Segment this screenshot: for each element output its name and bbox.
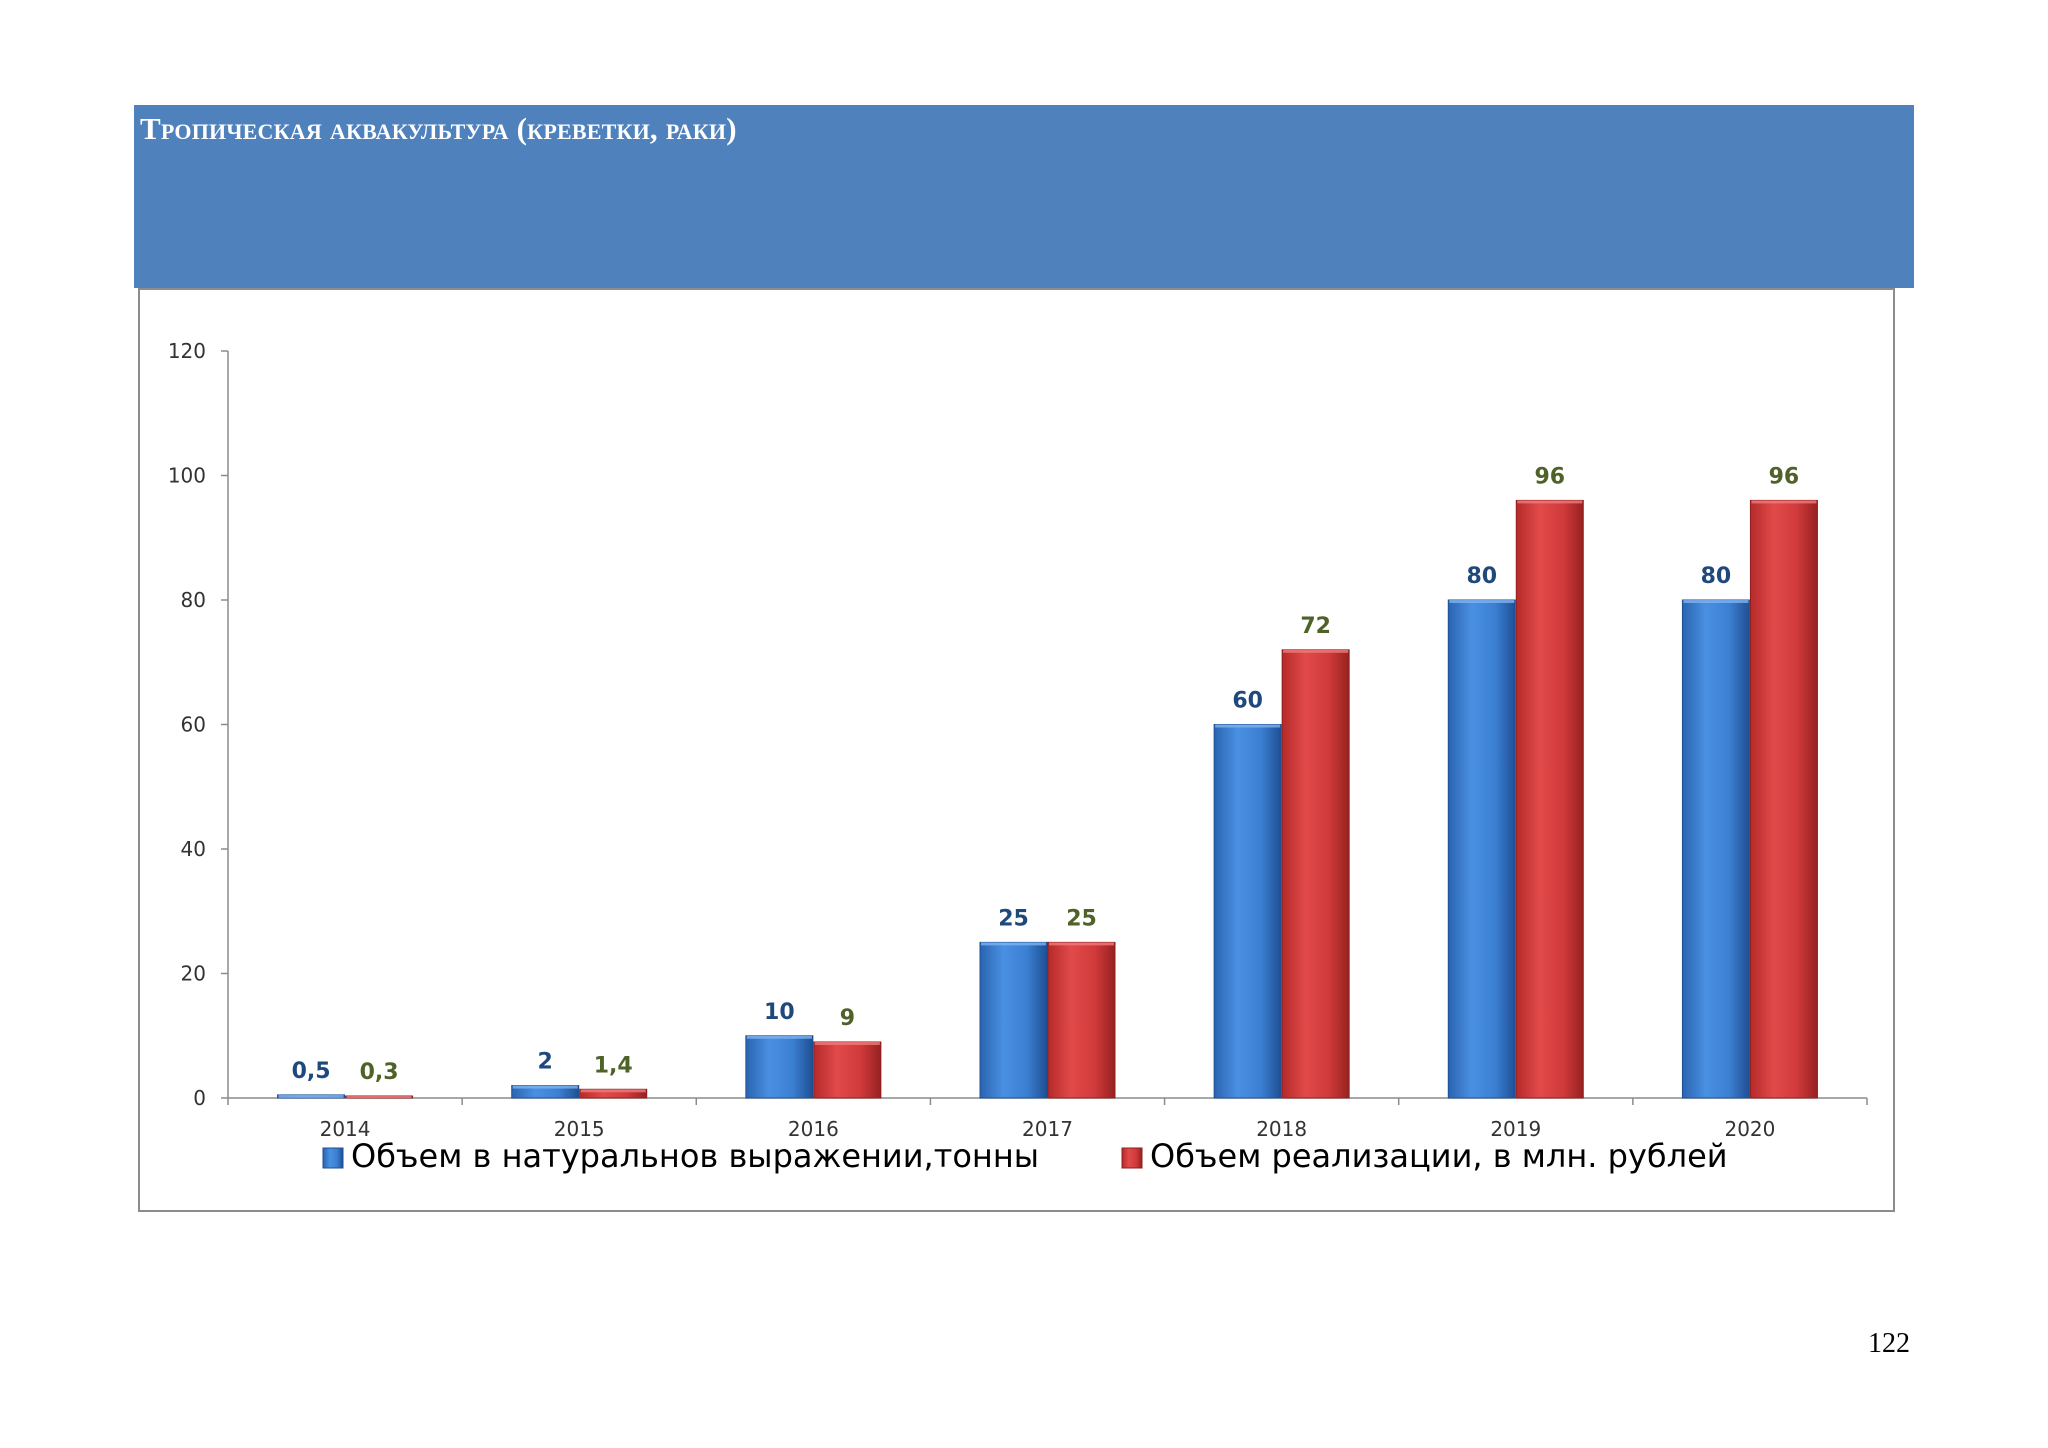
- bar-top-highlight: [746, 1035, 812, 1039]
- bar-revenue-2015: [579, 1088, 648, 1099]
- bar-top-highlight: [814, 1041, 880, 1045]
- bar-top-highlight: [278, 1094, 344, 1098]
- y-tick-label: 20: [181, 962, 206, 986]
- x-tick-label: 2014: [320, 1117, 371, 1141]
- data-label: 96: [1534, 464, 1565, 489]
- data-label: 25: [998, 906, 1029, 931]
- bar-top-highlight: [580, 1089, 646, 1093]
- legend-label: Объем в натуральнов выражении,тонны: [351, 1137, 1039, 1175]
- x-tick-label: 2020: [1724, 1117, 1775, 1141]
- y-tick-label: 60: [181, 713, 206, 737]
- legend-swatch: [1121, 1147, 1143, 1169]
- bar-revenue-2018: [1281, 649, 1350, 1099]
- data-label: 0,3: [360, 1060, 399, 1085]
- bar-volume-2020: [1681, 599, 1750, 1099]
- page-title: Тропическая аквакультура (креветки, раки…: [140, 111, 737, 146]
- data-label: 2: [538, 1050, 553, 1075]
- bar-volume-2019: [1447, 599, 1516, 1099]
- data-label: 72: [1300, 614, 1331, 639]
- x-tick-label: 2019: [1490, 1117, 1541, 1141]
- bar-revenue-2017: [1047, 941, 1116, 1099]
- data-label: 60: [1232, 689, 1263, 714]
- legend-swatch: [322, 1147, 344, 1169]
- bar-revenue-2020: [1749, 499, 1818, 1099]
- x-tick-label: 2018: [1256, 1117, 1307, 1141]
- x-tick-label: 2015: [554, 1117, 605, 1141]
- bar-top-highlight: [1751, 500, 1817, 504]
- x-tick-label: 2016: [788, 1117, 839, 1141]
- bar-top-highlight: [981, 942, 1046, 946]
- page-number: 122: [1868, 1328, 1910, 1359]
- y-tick-label: 80: [181, 588, 206, 612]
- bar-volume-2017: [979, 941, 1048, 1099]
- y-tick-label: 40: [181, 837, 206, 861]
- y-tick-label: 100: [168, 464, 206, 488]
- bar-volume-2018: [1213, 724, 1282, 1099]
- data-label: 1,4: [594, 1053, 633, 1078]
- bar-revenue-2016: [813, 1041, 882, 1099]
- bar-top-highlight: [1283, 649, 1349, 653]
- bar-top-highlight: [512, 1085, 578, 1089]
- bar-chart: 0 20 40 60 80 100 120 2014 2015 2016 2017 2018 2019 2…: [168, 339, 1868, 1175]
- bar-top-highlight: [1049, 942, 1114, 946]
- title-banner: Тропическая аквакультура (креветки, раки…: [134, 105, 1914, 288]
- data-label: 9: [840, 1006, 855, 1031]
- chart-frame: 0 20 40 60 80 100 120 2014 2015 2016 2017 2018 2019 2…: [138, 288, 1895, 1212]
- x-tick-label: 2017: [1022, 1117, 1073, 1141]
- bar-top-highlight: [346, 1096, 412, 1098]
- bar-top-highlight: [1449, 600, 1515, 603]
- data-label: 25: [1066, 906, 1097, 931]
- bar-top-highlight: [1215, 724, 1281, 728]
- data-label: 80: [1701, 564, 1732, 589]
- legend-label: Объем реализации, в млн. рублей: [1150, 1137, 1728, 1175]
- data-label: 80: [1466, 564, 1497, 589]
- data-label: 0,5: [292, 1059, 331, 1084]
- data-label: 10: [764, 1000, 795, 1025]
- y-tick-label: 0: [193, 1086, 206, 1110]
- y-tick-label: 120: [168, 339, 206, 363]
- data-label: 96: [1769, 464, 1800, 489]
- bar-volume-2016: [745, 1035, 814, 1099]
- bar-top-highlight: [1683, 600, 1749, 603]
- bar-revenue-2019: [1515, 499, 1584, 1099]
- bar-top-highlight: [1517, 500, 1583, 504]
